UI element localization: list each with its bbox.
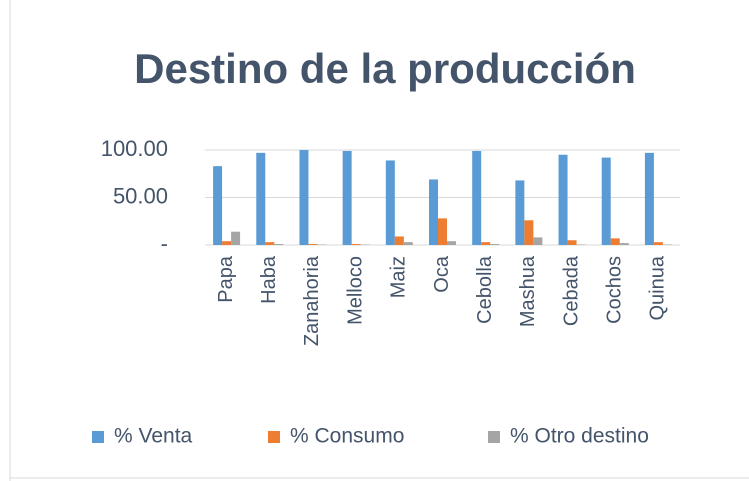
bar [601, 157, 611, 245]
bar [231, 231, 241, 245]
legend-swatch [92, 431, 104, 443]
bar [472, 150, 482, 245]
chart-title: Destino de la producción [134, 45, 636, 92]
x-tick-label: Mashua [517, 255, 539, 327]
bar [644, 152, 654, 245]
y-tick-label: - [161, 231, 168, 256]
bar [619, 243, 629, 245]
bar [222, 241, 232, 245]
bar [567, 240, 577, 245]
bar [342, 150, 352, 245]
x-tick-label: Papa [215, 255, 237, 303]
x-tick-label: Cebolla [474, 255, 496, 324]
x-tick-label: Maiz [388, 256, 410, 298]
bar [256, 152, 266, 245]
bar [308, 244, 318, 245]
bar [429, 179, 438, 245]
x-tick-label: Haba [258, 255, 280, 304]
x-tick-label: Quinua [647, 255, 669, 320]
y-tick-label: 100.00 [101, 136, 168, 161]
bar [515, 180, 525, 245]
bar [610, 238, 620, 245]
x-tick-label: Cochos [604, 256, 626, 324]
bar [265, 242, 275, 245]
bar [524, 220, 534, 245]
bar [351, 244, 361, 245]
x-tick-label: Cebada [560, 255, 582, 326]
bar [447, 241, 456, 245]
legend-label: % Otro destino [510, 425, 649, 448]
y-tick-label: 50.00 [113, 183, 168, 208]
bar [213, 166, 223, 245]
x-tick-label: Melloco [344, 256, 366, 325]
bar [533, 237, 543, 245]
bar [653, 242, 663, 245]
bar [481, 242, 491, 245]
bar [558, 154, 568, 245]
bar [403, 242, 413, 245]
x-tick-label: Oca [431, 255, 453, 293]
legend-swatch [268, 431, 280, 443]
bar [299, 150, 309, 245]
bar [490, 244, 500, 245]
legend-label: % Consumo [290, 425, 404, 448]
legend-swatch [488, 431, 500, 443]
bar [274, 244, 284, 245]
bar [394, 236, 404, 245]
bar [438, 218, 447, 245]
legend-label: % Venta [114, 425, 193, 448]
bar [385, 160, 395, 245]
x-tick-label: Zanahoria [301, 255, 323, 346]
